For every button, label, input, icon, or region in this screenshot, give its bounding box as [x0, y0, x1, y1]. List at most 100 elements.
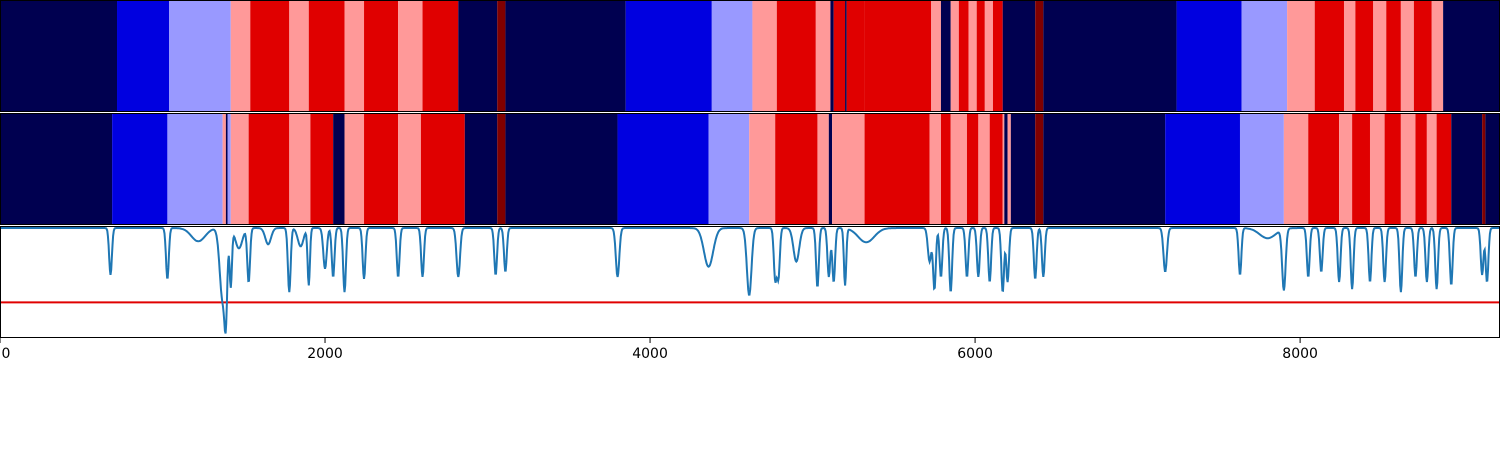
track-segment [776, 0, 816, 112]
track-segment [1314, 0, 1344, 112]
track-segment [0, 113, 113, 225]
track-segment [344, 113, 365, 225]
track-segment [250, 0, 290, 112]
track-segment [828, 113, 833, 225]
track-segment [1287, 0, 1315, 112]
track-segment [830, 0, 834, 112]
track-segment [420, 113, 465, 225]
track-segment [422, 0, 459, 112]
track-segment [398, 113, 421, 225]
track-segment [845, 0, 847, 112]
track-segment [1436, 113, 1452, 225]
track-segment [1400, 0, 1414, 112]
track-segment [227, 113, 231, 225]
track-segment [230, 113, 249, 225]
x-tick-label: 6000 [957, 346, 993, 362]
track-segment [1451, 113, 1483, 225]
x-tick-label: 2000 [307, 346, 343, 362]
x-tick-label: 4000 [632, 346, 668, 362]
track-segment [310, 113, 334, 225]
track-segment [364, 0, 399, 112]
track-segment [864, 0, 932, 112]
track-segment [1043, 0, 1177, 112]
track-segment [112, 113, 168, 225]
track-segment [398, 0, 423, 112]
track-segment [968, 0, 977, 112]
track-segment [1339, 113, 1353, 225]
track-segment [505, 0, 626, 112]
track-segment [1373, 0, 1387, 112]
x-axis: 0 2000 4000 6000 8000 [0, 338, 1318, 362]
track-segment [1369, 113, 1385, 225]
x-ticks: 0 2000 4000 6000 8000 [0, 338, 1318, 362]
track-segment [1035, 113, 1044, 225]
signal-panel [0, 226, 1500, 334]
track-segment [817, 113, 829, 225]
track-segment [978, 113, 990, 225]
track-segment [1043, 113, 1166, 225]
track-segment [1004, 113, 1008, 225]
track-segment [497, 113, 506, 225]
track-segment [1308, 113, 1340, 225]
track-segment [464, 113, 498, 225]
track-segment [1443, 0, 1500, 112]
track-segment [940, 0, 951, 112]
track-segment [625, 0, 712, 112]
track-segment [497, 0, 506, 112]
track-segment [931, 0, 941, 112]
track-segment [1400, 113, 1416, 225]
track-segment [711, 0, 753, 112]
track-segment [222, 113, 226, 225]
track-segment [0, 0, 118, 112]
track-segment [1283, 113, 1309, 225]
track-segment [958, 0, 969, 112]
track-segment [984, 0, 993, 112]
track-segment [1413, 0, 1432, 112]
track-segment [846, 0, 865, 112]
track-segment [832, 113, 865, 225]
label-track-bottom [0, 113, 1500, 225]
track-segment [966, 113, 979, 225]
x-tick-label: 0 [2, 346, 11, 362]
track-segment [775, 113, 818, 225]
track-segment [752, 0, 777, 112]
track-segment [1176, 0, 1242, 112]
signal-line [0, 226, 1500, 334]
track-segment [976, 0, 985, 112]
track-segment [505, 113, 618, 225]
track-segment [308, 0, 345, 112]
track-segment [289, 0, 309, 112]
track-segment [1386, 0, 1401, 112]
track-segment [1241, 0, 1288, 112]
label-track-top [0, 0, 1500, 112]
track-segment [117, 0, 170, 112]
track-segment [1485, 113, 1500, 225]
track-segment [1239, 113, 1284, 225]
track-segment [940, 113, 951, 225]
track-segment [864, 113, 930, 225]
track-segment [1426, 113, 1437, 225]
track-segment [1384, 113, 1401, 225]
x-tick-label: 8000 [1282, 346, 1318, 362]
track-segment [992, 0, 1003, 112]
track-segment [344, 0, 365, 112]
track-segment [225, 113, 228, 225]
track-segment [989, 113, 1003, 225]
track-segment [1010, 113, 1036, 225]
track-segment [333, 113, 345, 225]
track-segment [617, 113, 709, 225]
track-segment [169, 0, 231, 112]
track-segment [929, 113, 941, 225]
track-segment [1352, 113, 1370, 225]
track-segment [749, 113, 776, 225]
track-segment [1002, 0, 1036, 112]
track-segment [1343, 0, 1356, 112]
track-segment [950, 113, 967, 225]
track-segment [1165, 113, 1240, 225]
track-segment [1035, 0, 1044, 112]
track-segment [289, 113, 311, 225]
track-segment [364, 113, 399, 225]
track-segment [1002, 113, 1005, 225]
track-segment [1482, 113, 1486, 225]
